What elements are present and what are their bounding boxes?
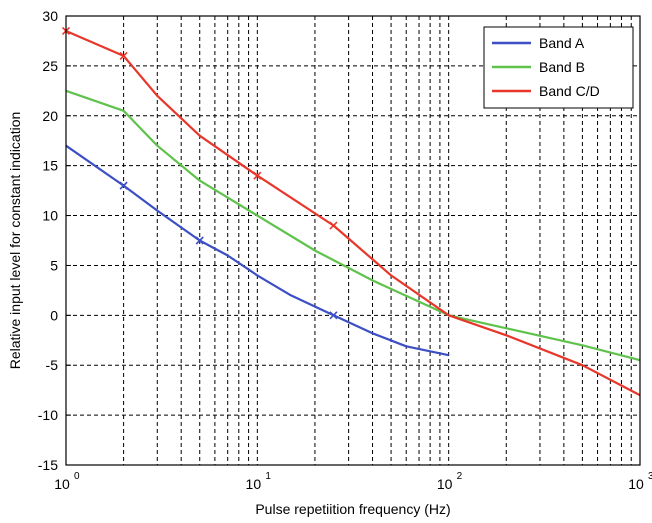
x-tick-label: 10: [628, 476, 644, 492]
series-marker-0: [195, 236, 204, 245]
series-marker-0: [119, 181, 128, 190]
y-tick-label: -15: [38, 457, 58, 473]
legend-entry-band-c-d: Band C/D: [492, 83, 600, 99]
y-tick-label: 15: [42, 158, 58, 174]
y-tick-label: 10: [42, 208, 58, 224]
legend-entry-band-a: Band A: [492, 35, 585, 51]
series-marker-2: [329, 221, 338, 230]
grid-lines: [66, 16, 640, 465]
y-axis-label: Relative input level for constant indica…: [7, 112, 23, 370]
series-line-1: [65, 89, 641, 362]
y-tick-label: 0: [50, 307, 58, 323]
x-tick-label: 10: [246, 476, 262, 492]
series-marker-0: [329, 311, 338, 320]
y-tick-label: 20: [42, 108, 58, 124]
x-tick-exponent: 0: [74, 471, 80, 482]
series-line-0: [65, 144, 449, 357]
x-tick-exponent: 3: [648, 471, 652, 482]
x-tick-exponent: 2: [457, 471, 463, 482]
series-marker-2: [119, 51, 128, 60]
x-tick-exponent: 1: [265, 471, 271, 482]
y-tick-label: 5: [50, 257, 58, 273]
x-tick-label: 10: [437, 476, 453, 492]
legend-label-band-c-d: Band C/D: [539, 83, 600, 99]
y-tick-label: -5: [46, 357, 59, 373]
y-tick-label: 25: [42, 58, 58, 74]
x-tick-label: 10: [54, 476, 70, 492]
y-tick-labels: 30 25 20 15 10 5 0 -5 -10 -15: [38, 8, 71, 473]
x-axis-label: Pulse repetiition frequency (Hz): [255, 501, 450, 517]
y-tick-label: -10: [38, 407, 58, 423]
legend-label-band-b: Band B: [539, 59, 585, 75]
series-lines: [61, 26, 641, 397]
x-tick-labels: 10 0 10 1 10 2 10 3: [54, 471, 652, 492]
legend-entry-band-b: Band B: [492, 59, 585, 75]
y-tick-label: 30: [42, 8, 58, 24]
plot-frame: [65, 15, 641, 466]
legend: Band A Band B Band C/D: [483, 26, 634, 109]
legend-label-band-a: Band A: [539, 35, 585, 51]
series-marker-2: [253, 171, 262, 180]
